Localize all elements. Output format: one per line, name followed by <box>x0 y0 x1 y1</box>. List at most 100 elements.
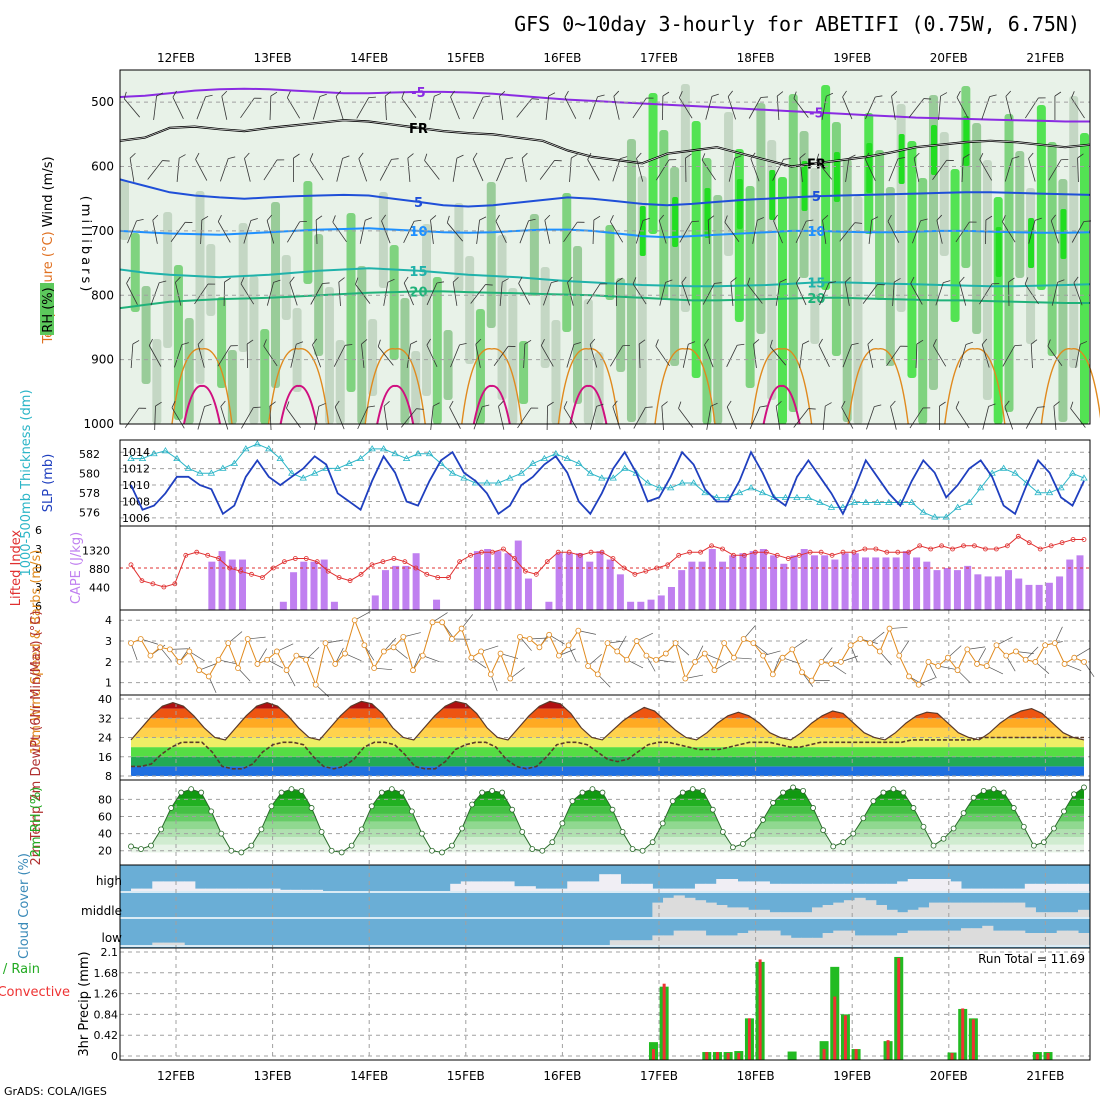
rh-line-point <box>659 820 666 827</box>
lifted-index-point <box>895 549 901 555</box>
wind-barb-shaft <box>956 97 969 119</box>
lifted-index-point <box>972 543 977 549</box>
wind-barb <box>879 651 892 666</box>
wind-barb <box>312 93 327 120</box>
wind-barb-flag <box>793 91 797 99</box>
rh-shading <box>519 341 529 404</box>
wind-barb-flag <box>1005 90 1012 97</box>
wind-barb-shaft <box>613 96 620 120</box>
rh-line-point <box>1071 791 1077 798</box>
thickness-line-point <box>643 479 652 486</box>
cape-bar <box>555 553 563 610</box>
wind-barb-flag <box>381 214 386 222</box>
wind-barb <box>403 219 422 243</box>
wind-barb <box>747 277 763 304</box>
wind-barb-shaft <box>150 282 160 306</box>
wind-barb <box>616 635 627 652</box>
cloud-high-bar <box>726 879 739 891</box>
wind-barb <box>218 659 237 665</box>
wind-barb <box>1008 277 1015 307</box>
thickness-line-point <box>219 464 227 471</box>
wind-barb <box>407 153 414 182</box>
wind-barb <box>701 153 716 181</box>
wind-barb-shaft <box>426 282 438 306</box>
wind-barb-flag <box>642 217 650 221</box>
y-tick-label: 3 <box>35 581 42 594</box>
x-tick-label-top: 20FEB <box>930 51 968 65</box>
wind-barb-flag <box>822 215 829 221</box>
wind-barb-flag <box>446 215 450 223</box>
wind-barb-shaft <box>845 158 850 182</box>
wind-barb-shaft <box>496 158 507 182</box>
isotherm-5 <box>119 178 1091 208</box>
wind-barb-shaft <box>655 345 670 367</box>
cape-bar <box>1015 578 1023 610</box>
wind-barb <box>844 276 851 306</box>
rh-line-point <box>1020 823 1027 830</box>
thickness-line-point <box>862 498 870 505</box>
wind-barb-shaft <box>659 282 666 306</box>
rh-line-point <box>980 787 987 794</box>
wind-barb-shaft <box>240 283 255 305</box>
wind-barb-flag <box>710 402 718 407</box>
wind-barb-flag <box>195 152 200 160</box>
cloud-middle-bar <box>801 912 813 917</box>
rh-line-point <box>529 846 536 852</box>
rh-line-point <box>1000 789 1007 796</box>
wind-barb-flag <box>499 91 506 97</box>
cape-bar <box>647 599 655 610</box>
wind-barb-flag <box>531 98 540 100</box>
wind-barb-shaft <box>476 220 480 244</box>
thickness-line-point <box>816 498 824 505</box>
wind-barb <box>289 276 298 306</box>
wind-barb-flag <box>319 93 327 97</box>
wind-barb <box>381 214 391 244</box>
lifted-index-axis-label: Lifted Index <box>9 529 24 606</box>
rh-shading <box>833 152 840 202</box>
wind-barb-shaft <box>706 406 712 430</box>
wind-barb <box>332 215 347 243</box>
wind-barb-flag <box>205 94 213 98</box>
wind-speed-line-point <box>750 640 757 647</box>
wind-speed-line-point <box>351 617 358 624</box>
lifted-index-point <box>205 552 211 558</box>
wind-speed-line-point <box>555 652 562 659</box>
rh-line-point <box>830 843 837 850</box>
wind-barb-shaft <box>244 158 251 182</box>
wind-barb-shaft <box>701 159 716 181</box>
wind-barb-flag <box>655 339 659 347</box>
wind-speed-line-point <box>147 652 154 659</box>
wind-barb <box>1051 279 1065 306</box>
wind-barb <box>938 665 956 670</box>
wind-barb-flag <box>726 400 732 408</box>
wind-barb-shaft <box>795 220 807 244</box>
wind-barb-shaft <box>359 220 366 244</box>
wind-barb-shaft <box>958 344 967 368</box>
wind-barb <box>286 91 301 119</box>
y-tick-label: 24 <box>98 732 112 745</box>
lifted-index-point <box>807 549 813 555</box>
wind-barb-flag <box>940 92 948 97</box>
cloud-middle-bar <box>918 907 930 917</box>
lifted-index-point <box>1015 533 1021 539</box>
wind-barb-shaft <box>401 98 417 118</box>
lifted-index-point <box>785 556 791 561</box>
wind-barb <box>223 277 231 307</box>
wind-barb <box>685 153 692 183</box>
wind-barb <box>499 278 509 306</box>
wind-barb <box>845 154 856 182</box>
wind-barb-flag <box>825 402 832 407</box>
wind-barb <box>200 215 209 245</box>
y-tick-label: 40 <box>98 828 112 841</box>
wind-barb-shaft <box>932 160 947 180</box>
wind-barb-flag <box>547 401 554 407</box>
wind-speed-line-point <box>565 642 572 649</box>
wind-barb-shaft <box>124 407 140 429</box>
y-tick-label: 4 <box>105 614 112 627</box>
wind-barb <box>915 339 924 369</box>
wind-barb-shaft <box>726 345 738 367</box>
wind-barb-shaft <box>913 158 920 182</box>
cape-bar <box>698 561 706 610</box>
wind-barb <box>357 405 375 430</box>
precip-legend-convective: Convective <box>0 985 70 1000</box>
